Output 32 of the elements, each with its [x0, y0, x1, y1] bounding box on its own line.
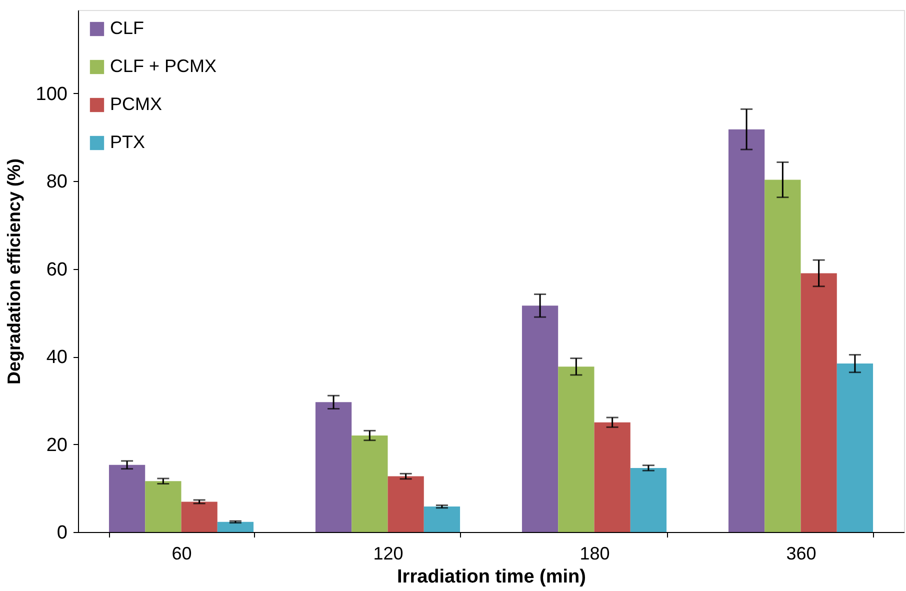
y-tick-label: 60	[46, 259, 68, 280]
y-tick-label: 40	[46, 347, 68, 368]
bar	[217, 522, 254, 532]
legend-label: PTX	[110, 132, 146, 152]
x-axis-title: Irradiation time (min)	[397, 566, 586, 588]
bar	[836, 364, 874, 532]
bar	[315, 402, 352, 532]
bar	[108, 464, 146, 532]
y-axis-title: Degradation efficiency (%)	[4, 158, 24, 385]
y-tick-label: 80	[46, 172, 68, 193]
legend-label: CLF	[110, 18, 144, 38]
bar	[630, 468, 667, 532]
y-tick-label: 100	[36, 84, 68, 105]
bar	[145, 481, 182, 532]
y-tick-label: 0	[56, 522, 68, 544]
bar	[424, 506, 460, 532]
bar	[728, 129, 765, 532]
bar	[764, 180, 801, 532]
x-tick-label: 180	[580, 544, 610, 564]
bar	[388, 476, 424, 532]
bar	[522, 306, 558, 532]
bar	[594, 422, 630, 532]
legend-label: CLF + PCMX	[110, 56, 217, 76]
bar	[558, 366, 594, 532]
y-tick-label: 20	[46, 434, 68, 456]
bar	[352, 435, 388, 532]
x-tick-label: 60	[172, 544, 192, 564]
legend-label: PCMX	[110, 94, 162, 114]
bar	[800, 273, 837, 532]
x-tick-label: 360	[786, 544, 816, 564]
bar	[181, 502, 218, 532]
x-tick-label: 120	[373, 544, 404, 564]
